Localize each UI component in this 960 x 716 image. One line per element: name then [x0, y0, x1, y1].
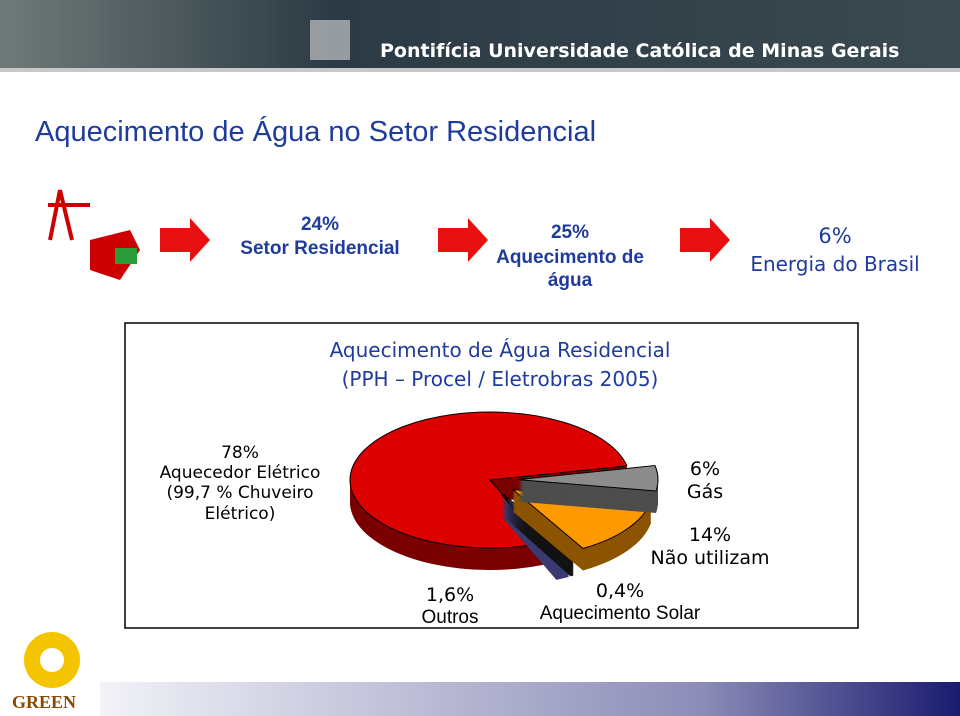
category-label: Não utilizam	[650, 547, 770, 569]
logo-text: GREEN	[12, 692, 77, 712]
crest	[310, 20, 350, 60]
category-label: Outros	[421, 607, 479, 628]
data-label: 6%	[689, 458, 721, 480]
pie-slice	[349, 411, 628, 549]
flow-label: Energia do Brasil	[750, 252, 920, 276]
pie	[349, 411, 659, 580]
slide-title: Aquecimento de Água no Setor Residencial	[35, 116, 597, 148]
category-label: Aquecedor Elétrico (99,7 % Chuveiro Elét…	[159, 463, 321, 524]
pie-slice	[517, 464, 659, 492]
flow-arrows	[160, 218, 730, 262]
category-label: Aquecimento Solar	[539, 603, 701, 624]
category-label: Gás	[686, 481, 724, 503]
footer-bar	[100, 682, 960, 716]
flow-label: Setor Residencial	[240, 238, 400, 259]
flow-value: 6%	[818, 224, 852, 248]
flow-value: 24%	[300, 214, 340, 235]
logo-center	[40, 648, 64, 672]
chart-title: Aquecimento de Água Residencial	[329, 338, 671, 362]
chart-frame	[124, 322, 859, 629]
data-label: 14%	[688, 524, 732, 546]
data-label: 1,6%	[425, 584, 475, 606]
flow-label: Aquecimento de água	[496, 247, 644, 291]
data-label: 0,4%	[595, 580, 645, 602]
tower-icon	[48, 189, 140, 280]
header-banner	[0, 0, 960, 68]
header-rule	[0, 68, 960, 72]
data-label: 78%	[221, 443, 259, 463]
chart-subtitle: (PPH – Procel / Eletrobras 2005)	[341, 367, 659, 391]
institution: Pontifícia Universidade Católica de Mina…	[380, 40, 900, 62]
flow-value: 25%	[550, 222, 590, 243]
